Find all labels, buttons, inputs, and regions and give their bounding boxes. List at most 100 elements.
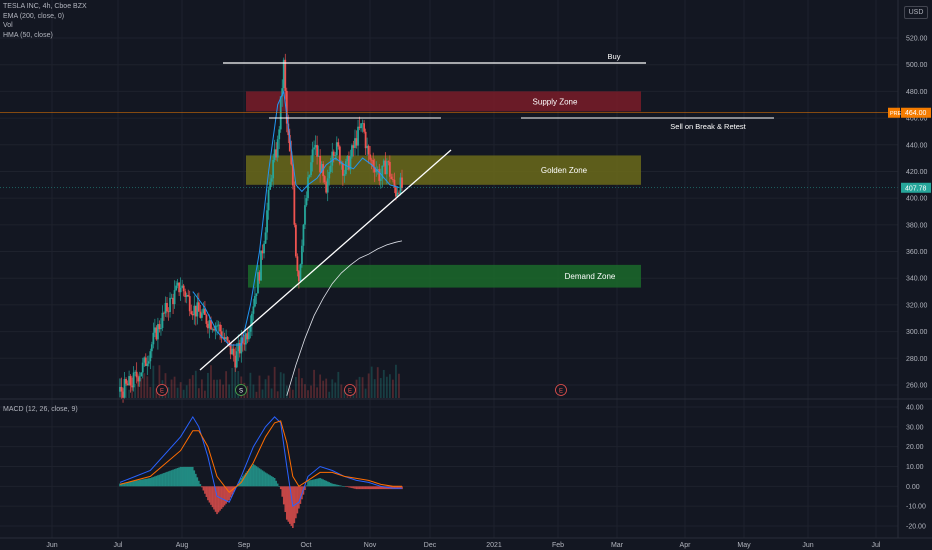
macd-histogram-bar bbox=[287, 486, 290, 522]
pre-tag bbox=[888, 107, 900, 118]
macd-histogram-bar bbox=[154, 476, 156, 487]
volume-bar bbox=[279, 372, 282, 398]
candle-body bbox=[316, 145, 318, 157]
volume-bar bbox=[200, 379, 203, 398]
volume-bar bbox=[313, 369, 315, 398]
macd-histogram-bar bbox=[254, 465, 256, 487]
volume-bar bbox=[188, 378, 191, 398]
candle-body bbox=[387, 161, 390, 163]
macd-histogram-bar bbox=[196, 477, 199, 487]
macd-pane bbox=[119, 415, 403, 528]
macd-histogram-bar bbox=[343, 486, 346, 487]
candle-body bbox=[363, 123, 365, 132]
macd-histogram-bar bbox=[208, 486, 211, 503]
price-tick-label: 300.00 bbox=[906, 329, 928, 336]
macd-tick-label: 0.00 bbox=[906, 484, 920, 491]
candle-body bbox=[320, 164, 323, 173]
macd-histogram-bar bbox=[135, 480, 138, 487]
candle-body bbox=[285, 90, 288, 124]
volume-bar bbox=[343, 389, 346, 398]
macd-histogram-bar bbox=[281, 486, 284, 497]
x-tick-label: Jul bbox=[114, 542, 123, 549]
macd-tick-label: 40.00 bbox=[906, 405, 924, 412]
macd-histogram-bar bbox=[354, 486, 356, 489]
price-tick-label: 380.00 bbox=[906, 222, 928, 229]
candle-body bbox=[278, 129, 281, 140]
ema-legend[interactable]: EMA (200, close, 0) bbox=[3, 12, 65, 20]
macd-histogram-bar bbox=[323, 480, 326, 487]
price-tick-label: 420.00 bbox=[906, 169, 928, 176]
candle-body bbox=[325, 181, 328, 193]
x-tick-label: Nov bbox=[364, 542, 377, 549]
candle-body bbox=[122, 391, 124, 398]
candle-body bbox=[140, 372, 143, 377]
macd-legend[interactable]: MACD (12, 26, close, 9) bbox=[3, 406, 78, 413]
macd-histogram-bar bbox=[191, 466, 194, 487]
candle-body bbox=[340, 163, 343, 165]
candle-body bbox=[244, 333, 247, 345]
macd-histogram-bar bbox=[129, 481, 132, 487]
x-tick-label: Feb bbox=[552, 542, 564, 549]
macd-histogram-bar bbox=[170, 470, 173, 487]
candle-body bbox=[375, 169, 378, 173]
candle-body bbox=[337, 142, 340, 147]
volume-bar bbox=[249, 372, 252, 398]
candle-body bbox=[249, 325, 252, 332]
x-tick-label: Jun bbox=[802, 542, 813, 549]
volume-bar bbox=[179, 382, 182, 398]
macd-histogram-bar bbox=[257, 467, 259, 487]
macd-histogram-bar bbox=[125, 482, 127, 487]
vol-legend[interactable]: Vol bbox=[3, 22, 13, 29]
macd-histogram-bar bbox=[292, 486, 294, 528]
macd-histogram-bar bbox=[381, 486, 384, 490]
macd-histogram-bar bbox=[358, 486, 361, 490]
macd-histogram-bar bbox=[295, 486, 297, 519]
zone-label: Supply Zone bbox=[533, 97, 578, 106]
candle-body bbox=[311, 149, 314, 163]
pre-price-tag bbox=[901, 107, 931, 118]
candle-body bbox=[266, 210, 268, 233]
candle-body bbox=[135, 371, 138, 378]
volume-bar bbox=[319, 374, 322, 398]
volume-bar bbox=[358, 376, 361, 398]
volume-bar bbox=[331, 379, 334, 398]
macd-histogram-bar bbox=[364, 486, 367, 490]
macd-histogram-bar bbox=[211, 486, 214, 508]
last-price-value: 407.78 bbox=[905, 185, 927, 192]
volume-bar bbox=[273, 366, 276, 398]
macd-histogram-bar bbox=[336, 484, 338, 487]
macd-histogram-bar bbox=[351, 486, 353, 489]
volume-bar bbox=[288, 387, 291, 398]
macd-histogram-bar bbox=[175, 468, 177, 487]
macd-histogram-bar bbox=[161, 473, 164, 487]
volume-bar bbox=[228, 384, 231, 398]
volume-bar bbox=[264, 379, 267, 398]
candle-body bbox=[341, 163, 344, 176]
candle-body bbox=[220, 331, 223, 339]
candle-body bbox=[326, 178, 329, 193]
volume-bar bbox=[173, 376, 176, 398]
hma-legend[interactable]: HMA (50, close) bbox=[3, 31, 53, 39]
candle-body bbox=[153, 327, 156, 333]
candle-body bbox=[260, 250, 262, 281]
candle-body bbox=[184, 291, 187, 297]
candle-body bbox=[276, 139, 279, 158]
macd-histogram-bar bbox=[119, 483, 121, 487]
macd-histogram-bar bbox=[132, 481, 135, 487]
candle-body bbox=[373, 167, 376, 173]
macd-histogram-bar bbox=[248, 469, 250, 487]
candle-body bbox=[169, 297, 171, 312]
currency-button[interactable]: USD bbox=[904, 6, 928, 19]
candle-body bbox=[172, 297, 174, 305]
macd-histogram-bar bbox=[275, 480, 277, 487]
trendline bbox=[199, 149, 452, 371]
candle-body bbox=[176, 282, 179, 286]
candle-body bbox=[263, 243, 265, 254]
candle-body bbox=[132, 372, 135, 388]
candle-body bbox=[137, 377, 140, 382]
volume-bar bbox=[379, 378, 382, 398]
macd-histogram-bar bbox=[143, 479, 146, 487]
macd-histogram-bar bbox=[229, 486, 232, 498]
